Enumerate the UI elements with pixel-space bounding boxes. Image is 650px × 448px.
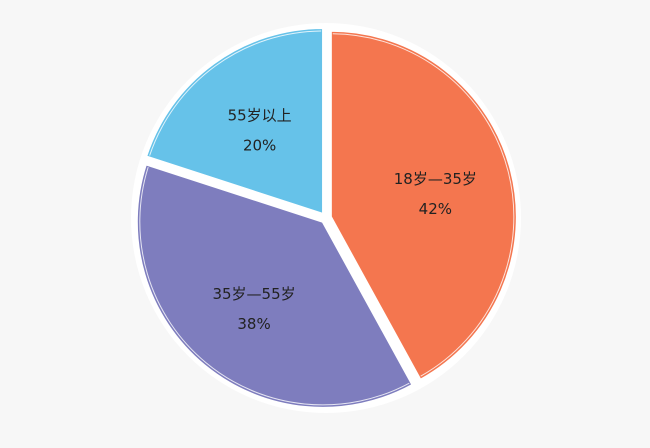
pie-slice-outline-1 xyxy=(332,33,515,377)
slice-label-2: 35岁—55岁 xyxy=(212,285,295,303)
pie-slice-outline-2 xyxy=(139,166,410,406)
slice-value-label-3: 20% xyxy=(243,137,276,155)
slice-value-label-2: 38% xyxy=(237,315,270,333)
pie-slice-3[interactable] xyxy=(144,26,325,216)
slice-value-label-1: 42% xyxy=(419,200,452,218)
pie-slice-1[interactable] xyxy=(329,29,518,382)
pie-slice-outline-3 xyxy=(149,30,322,156)
slice-label-1: 18岁—35岁 xyxy=(394,170,477,188)
slice-label-3: 55岁以上 xyxy=(228,107,292,125)
pie-slice-2[interactable] xyxy=(135,163,414,409)
